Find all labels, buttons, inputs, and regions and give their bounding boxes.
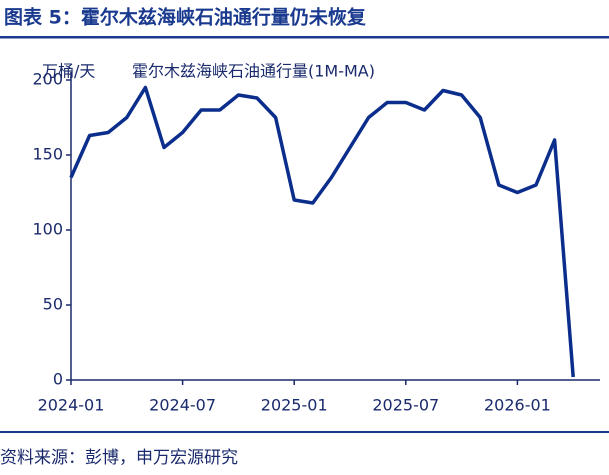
x-tick-label: 2025-07 <box>372 396 439 415</box>
x-tick-label: 2024-07 <box>149 396 216 415</box>
y-tick-label: 200 <box>32 70 63 89</box>
series-line <box>69 85 575 378</box>
source-rule <box>0 431 609 433</box>
y-tick-label: 150 <box>32 145 63 164</box>
x-tick-label: 2026-01 <box>484 396 551 415</box>
y-tick-label: 100 <box>32 220 63 239</box>
x-tick-label: 2025-01 <box>261 396 328 415</box>
y-tick-label: 50 <box>43 295 63 314</box>
title-rule <box>0 36 609 39</box>
x-tick-label: 2024-01 <box>38 396 105 415</box>
source: 资料来源：彭博，申万宏源研究 <box>0 448 238 468</box>
chart-title: 图表 5：霍尔木兹海峡石油通行量仍未恢复 <box>4 6 367 29</box>
y-axis-label: 万桶/天 <box>42 62 95 81</box>
legend-label: 霍尔木兹海峡石油通行量(1M-MA) <box>132 62 375 81</box>
y-tick-label: 0 <box>53 370 63 389</box>
